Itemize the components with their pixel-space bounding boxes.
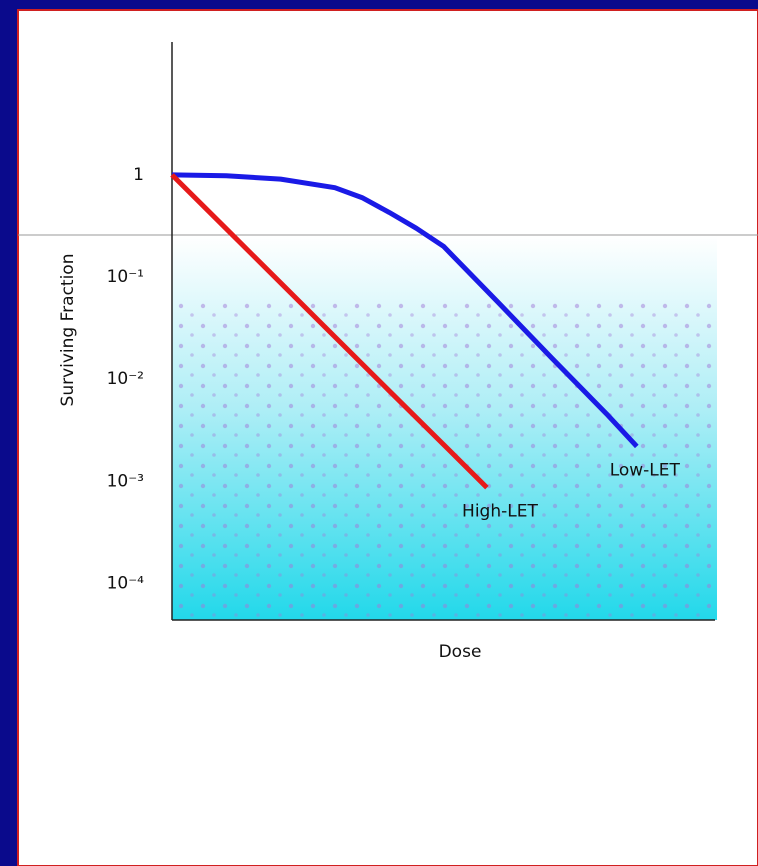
series-label: Low-LET [610,460,681,480]
series-label: High-LET [462,502,538,522]
x-axis-label: Dose [439,642,482,662]
y-tick-label: 1 [133,165,144,185]
y-tick-label: 10⁻⁴ [107,574,145,594]
y-tick-label: 10⁻¹ [107,267,144,287]
background-dots [172,300,717,620]
data-line [170,173,489,490]
y-tick-label: 10⁻² [107,369,144,389]
data-line [171,172,639,449]
y-axis-label: Surviving Fraction [58,254,78,407]
y-tick-label: 10⁻³ [107,471,144,491]
